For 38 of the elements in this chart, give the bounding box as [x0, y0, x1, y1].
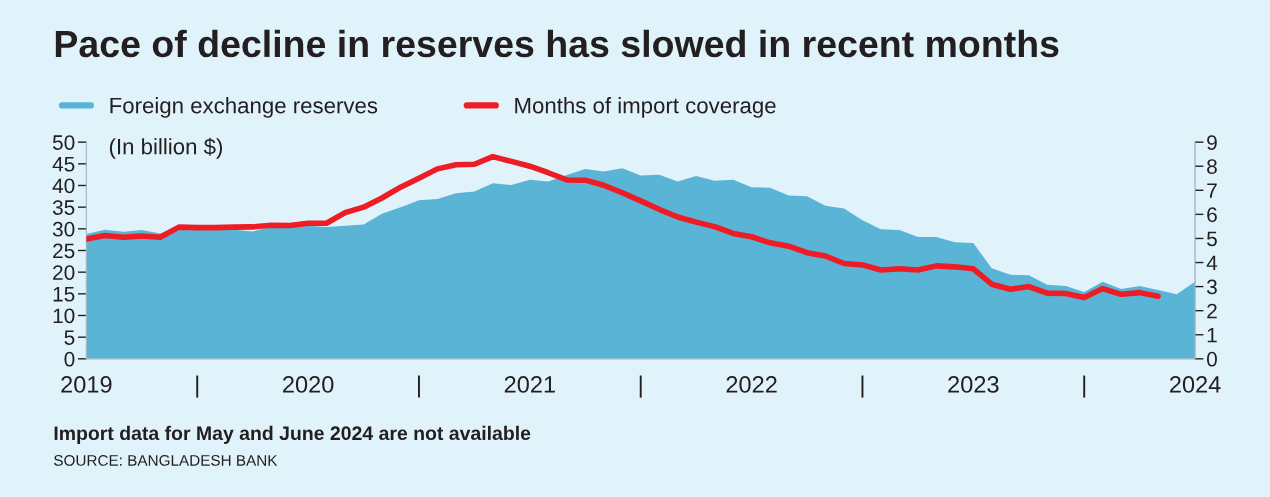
- y2-tick-label: 1: [1207, 327, 1217, 343]
- y-tick-label: 25: [53, 243, 75, 259]
- x-tick-label: |: [418, 375, 420, 398]
- x-tick-label: 2021: [504, 376, 555, 393]
- y-tick-label: 5: [64, 330, 75, 345]
- y2-tick-label: 4: [1206, 255, 1218, 271]
- y2-tick-label: 5: [1207, 231, 1217, 247]
- y2-tick-label: 3: [1206, 279, 1217, 295]
- y-tick-label: 30: [52, 221, 75, 237]
- legend-label: Foreign exchange reserves: [110, 97, 378, 118]
- x-tick-label: |: [639, 375, 642, 398]
- y-tick-label: 50: [52, 135, 75, 150]
- y2-tick-label: 9: [1207, 135, 1217, 150]
- legend-label: Months of import coverage: [515, 97, 776, 118]
- y-tick-label: 20: [53, 265, 75, 280]
- y2-tick-label: 0: [1206, 351, 1217, 367]
- y-tick-label: 45: [52, 157, 75, 172]
- y-tick-label: 10: [53, 308, 75, 324]
- y2-tick-label: 2: [1207, 303, 1217, 319]
- source-note: SOURCE: BANGLADESH BANK: [54, 455, 278, 466]
- y-tick-label: 0: [64, 351, 75, 367]
- x-tick-label: 2022: [726, 376, 777, 393]
- x-tick-label: |: [196, 375, 199, 398]
- x-tick-label: 2019: [61, 376, 112, 393]
- x-tick-label: |: [861, 375, 864, 398]
- y2-tick-label: 7: [1207, 183, 1217, 198]
- y-tick-label: 15: [53, 287, 75, 302]
- y-axis-title: (In billion $): [109, 137, 223, 159]
- y-tick-label: 35: [52, 200, 75, 215]
- chart-title: Pace of decline in reserves has slowed in recent months: [55, 29, 1059, 58]
- x-tick-label: 2023: [948, 376, 999, 393]
- x-tick-label: |: [1083, 375, 1086, 398]
- y2-tick-label: 8: [1207, 159, 1217, 174]
- x-tick-label: 2020: [283, 376, 334, 393]
- text: Import data for May and June 2024 are not available: [54, 425, 531, 444]
- y-tick-label: 40: [52, 178, 75, 194]
- y2-tick-label: 6: [1207, 207, 1217, 223]
- x-tick-label: 2024: [1170, 376, 1221, 393]
